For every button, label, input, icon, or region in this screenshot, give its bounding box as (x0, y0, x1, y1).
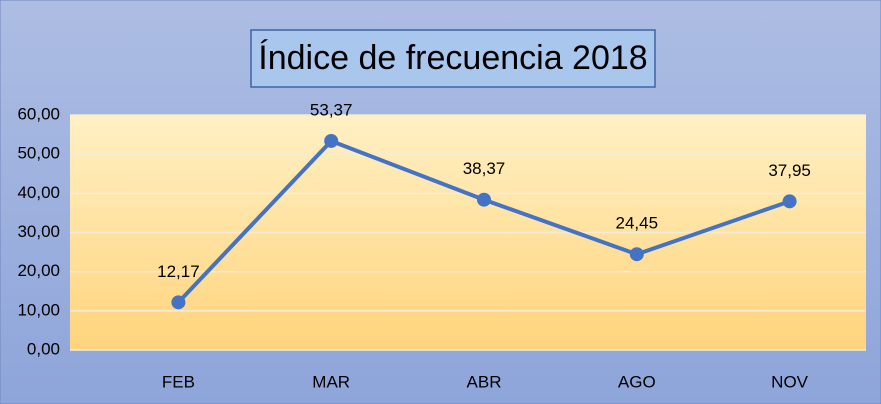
chart-title: Índice de frecuencia 2018 (258, 39, 647, 77)
title-box (250, 29, 656, 88)
y-tick-label: 20,00 (17, 261, 60, 280)
y-tick-label: 0,00 (27, 339, 60, 358)
marker (629, 247, 644, 262)
x-tick-label: AGO (618, 372, 656, 391)
x-tick-label: ABR (467, 372, 502, 391)
data-label: 24,45 (616, 214, 659, 233)
y-tick-label: 60,00 (17, 104, 60, 123)
data-label: 12,17 (157, 262, 200, 281)
marker (171, 295, 186, 310)
data-label: 38,37 (463, 159, 506, 178)
x-tick-label: FEB (162, 372, 195, 391)
y-tick-label: 10,00 (17, 300, 60, 319)
data-label: 37,95 (768, 161, 811, 180)
marker (477, 192, 491, 207)
marker (324, 133, 339, 148)
x-tick-label: NOV (771, 372, 809, 391)
y-tick-label: 50,00 (17, 144, 60, 163)
y-tick-label: 30,00 (17, 222, 60, 241)
x-tick-label: MAR (312, 372, 350, 391)
data-label: 53,37 (310, 100, 353, 119)
y-tick-label: 40,00 (17, 183, 60, 202)
marker (782, 194, 797, 209)
